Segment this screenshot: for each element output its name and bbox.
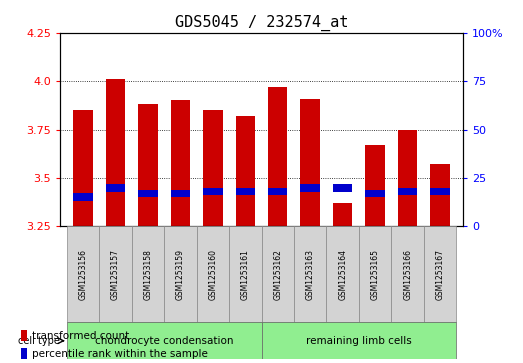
Bar [138,104,157,227]
Bar [73,193,93,201]
Bar [366,189,385,197]
Bar [99,227,132,322]
Bar [197,227,229,322]
Bar [333,203,353,227]
Bar [430,188,450,195]
Text: chondrocyte condensation: chondrocyte condensation [95,336,233,346]
Bar [366,145,385,227]
Text: GSM1253156: GSM1253156 [78,249,87,300]
Bar [268,87,288,227]
Bar [268,188,288,195]
Bar [430,164,450,227]
Text: GSM1253158: GSM1253158 [143,249,152,300]
Bar [326,227,359,322]
Bar [424,227,457,322]
Bar [398,130,417,227]
Bar [398,188,417,195]
Bar [359,227,391,322]
Text: GSM1253165: GSM1253165 [371,249,380,300]
Text: GSM1253164: GSM1253164 [338,249,347,300]
Bar [132,227,164,322]
Bar [333,184,353,192]
Bar [66,227,99,322]
Bar [170,101,190,227]
Text: GSM1253160: GSM1253160 [208,249,217,300]
Bar [262,227,294,322]
Text: remaining limb cells: remaining limb cells [306,336,412,346]
Bar [262,322,457,359]
Bar [229,227,262,322]
Bar [203,188,222,195]
Bar [106,184,125,192]
Bar [20,348,27,359]
Text: GSM1253161: GSM1253161 [241,249,250,300]
Text: GSM1253159: GSM1253159 [176,249,185,300]
Text: percentile rank within the sample: percentile rank within the sample [31,349,208,359]
Bar [106,79,125,227]
Text: GSM1253162: GSM1253162 [273,249,282,300]
Bar [294,227,326,322]
Bar [391,227,424,322]
Bar [20,330,27,341]
Bar [73,110,93,227]
Bar [301,184,320,192]
Bar [301,98,320,227]
Text: cell type: cell type [18,336,60,346]
Bar [66,322,262,359]
Title: GDS5045 / 232574_at: GDS5045 / 232574_at [175,15,348,31]
Bar [235,116,255,227]
Text: GSM1253157: GSM1253157 [111,249,120,300]
Bar [235,188,255,195]
Text: GSM1253163: GSM1253163 [306,249,315,300]
Text: transformed count: transformed count [31,331,129,341]
Text: GSM1253167: GSM1253167 [436,249,445,300]
Bar [170,189,190,197]
Bar [164,227,197,322]
Bar [138,189,157,197]
Bar [203,110,222,227]
Text: GSM1253166: GSM1253166 [403,249,412,300]
